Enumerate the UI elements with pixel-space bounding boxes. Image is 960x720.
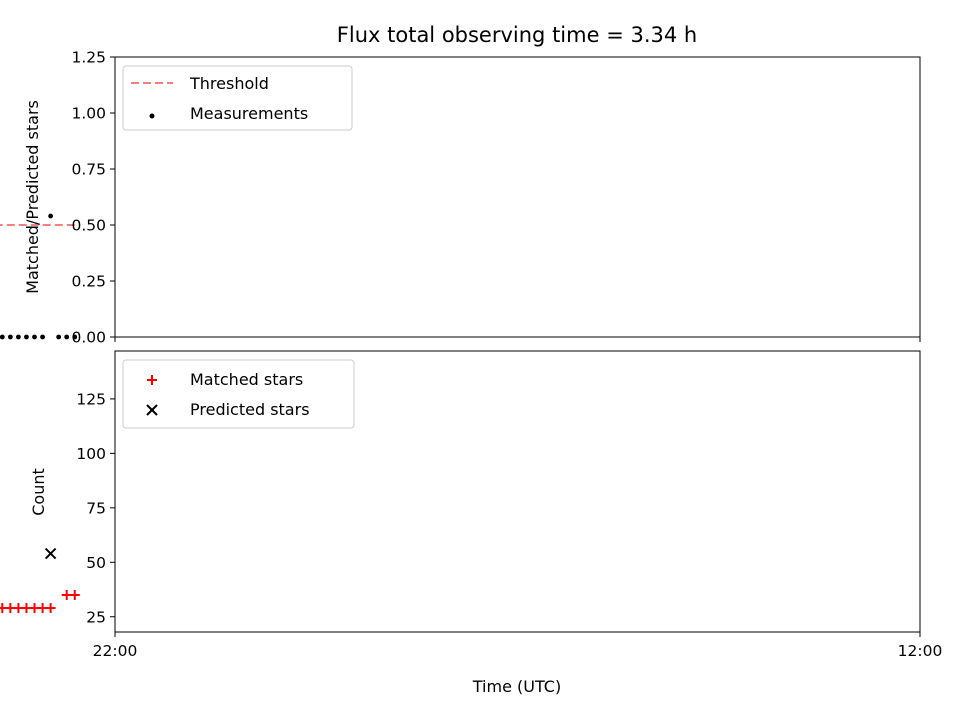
matched-star-points (0, 589, 80, 614)
matched-star-point (0, 603, 8, 614)
cross-stroke (146, 404, 158, 416)
measurement-point (24, 334, 29, 340)
y-tick-label: 50 (86, 554, 106, 572)
predicted-star-point (44, 547, 57, 560)
y-tick-label: 125 (76, 390, 106, 408)
cross-stroke (44, 547, 57, 560)
y-tick-label: 1.25 (71, 49, 106, 67)
y-tick-label: 0.50 (71, 217, 106, 235)
bottom-y-axis-label: Count (29, 468, 48, 516)
y-tick-label: 0.25 (71, 273, 106, 291)
measurement-points (0, 213, 78, 340)
bottom-legend: Matched stars Predicted stars (122, 359, 355, 429)
measurement-point (7, 334, 13, 340)
top-y-ticks: 0.00 0.25 0.50 0.75 1.00 1.25 (71, 49, 115, 347)
measurement-point (64, 334, 70, 340)
bottom-panel: 25 50 75 100 125 22:0000:0002:0004:0006:0008… (0, 350, 943, 696)
top-legend: Threshold Measurements (122, 65, 353, 131)
measurement-point (0, 334, 5, 340)
measurement-point (48, 213, 53, 219)
top-panel: 0.00 0.25 0.50 0.75 1.00 1.25 Flux total obse… (0, 23, 921, 347)
bottom-axes-frame (114, 350, 921, 633)
legend-plus-marker (147, 375, 157, 385)
top-x-ticks (114, 337, 921, 342)
legend-measurements-label: Measurements (190, 104, 308, 123)
measurement-point (40, 334, 45, 340)
legend-matched-swatch (147, 375, 157, 385)
top-y-axis-label: Matched/Predicted stars (23, 100, 42, 294)
predicted-star-points (44, 547, 57, 560)
legend-box (122, 65, 353, 131)
legend-predicted-swatch (146, 404, 158, 416)
measurement-point (32, 334, 37, 340)
matched-star-point (61, 589, 72, 600)
x-tick-label: 22:00 (93, 642, 138, 660)
legend-matched-label: Matched stars (190, 370, 303, 389)
y-tick-label: 25 (86, 608, 106, 626)
y-tick-label: 100 (76, 445, 106, 463)
bottom-y-ticks: 25 50 75 100 125 (76, 390, 115, 626)
top-axes-frame (114, 56, 921, 338)
measurement-point (72, 334, 78, 340)
chart-title: Flux total observing time = 3.34 h (337, 23, 697, 47)
y-tick-label: 0.00 (71, 329, 106, 347)
measurement-point (16, 334, 21, 340)
legend-threshold-label: Threshold (189, 74, 269, 93)
legend-predicted-label: Predicted stars (190, 400, 310, 419)
x-tick-label: 12:00 (898, 642, 943, 660)
y-tick-label: 1.00 (71, 105, 106, 123)
y-tick-label: 0.75 (71, 161, 106, 179)
measurement-point (56, 334, 62, 340)
legend-measurements-swatch (149, 113, 155, 119)
x-axis-label: Time (UTC) (472, 677, 561, 696)
legend-box (122, 359, 355, 429)
legend-cross-marker (146, 404, 158, 416)
y-tick-label: 75 (86, 499, 106, 517)
